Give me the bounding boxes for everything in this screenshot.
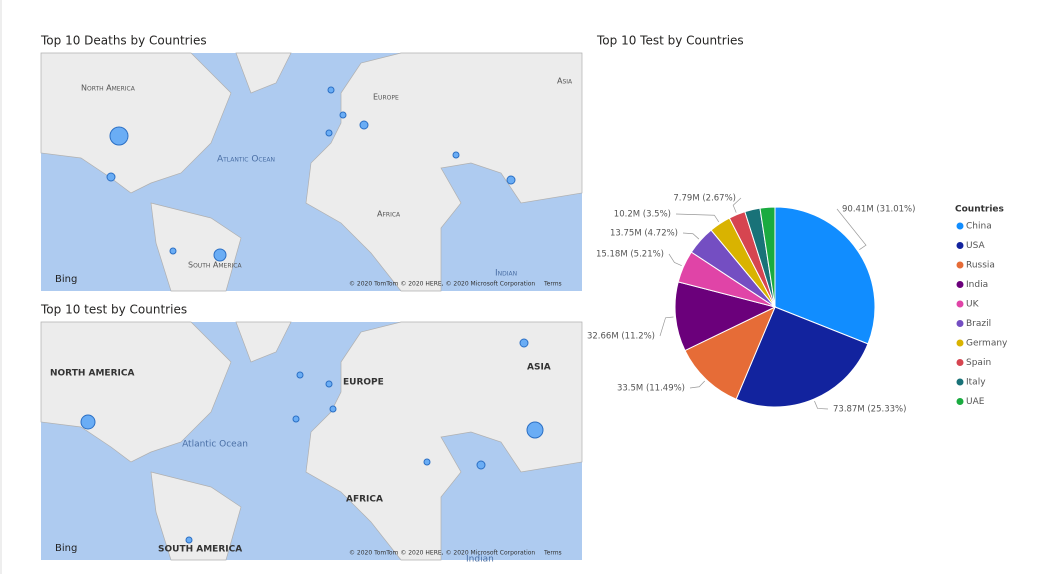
leader-line [689, 380, 706, 389]
map-bubble [325, 129, 333, 137]
map-land [40, 52, 583, 292]
chart-title: Top 10 Test by Countries [596, 34, 744, 48]
map-label: AFRICA [346, 495, 383, 505]
map-title: Top 10 test by Countries [40, 303, 187, 317]
map-copyright: © 2020 TomTom © 2020 HERE, © 2020 Micros… [349, 281, 535, 288]
legend-swatch [956, 378, 964, 386]
legend-label: Brazil [966, 319, 991, 329]
map-label: NORTH AMERICA [50, 369, 134, 379]
map-bubble [359, 120, 369, 130]
map-land [40, 321, 583, 561]
map-label: Europe [373, 93, 399, 102]
legend-swatch [956, 300, 964, 308]
map-label: Asia [557, 77, 573, 86]
map: NORTH AMERICA Atlantic Ocean EUROPE ASIA AFR… [40, 321, 583, 565]
map-bubble [327, 86, 335, 94]
map-brand: Bing [55, 274, 77, 285]
pie-slice [674, 281, 777, 352]
data-label: 32.66M (11.2%) [587, 332, 655, 342]
leader-line [836, 208, 867, 250]
legend-swatch [956, 242, 964, 249]
map-bubble [526, 421, 544, 439]
map-bubble [296, 371, 304, 379]
map-terms: Terms [543, 550, 562, 557]
map-label: Africa [377, 210, 401, 219]
map-bubble [292, 415, 300, 423]
map-bubble [339, 111, 347, 119]
legend-swatch [956, 320, 964, 327]
leader-line [675, 213, 720, 223]
legend-label: USA [966, 241, 985, 251]
map-bubble [80, 414, 96, 430]
map-bubble [423, 458, 431, 466]
leader-line [814, 400, 829, 410]
legend-label: Russia [966, 261, 995, 271]
legend-label: India [966, 280, 988, 290]
leader-line [732, 197, 742, 213]
legend-label: China [966, 222, 992, 232]
map-label: Indian [466, 555, 494, 565]
leader-line [682, 232, 700, 240]
map-bubble [109, 126, 129, 146]
map-label: South America [188, 261, 242, 270]
map-terms: Terms [543, 281, 562, 288]
map-bubble [325, 380, 333, 388]
legend-swatch [956, 261, 964, 269]
legend-label: Italy [966, 378, 986, 388]
map-label: EUROPE [343, 378, 384, 388]
legend-label: UK [966, 300, 980, 310]
legend-swatch [956, 281, 964, 288]
leader-line [668, 253, 682, 266]
data-label: 33.5M (11.49%) [617, 384, 685, 394]
map-bubble [106, 172, 116, 182]
map-bubble [519, 338, 529, 348]
map-bubble [452, 151, 460, 159]
map-bubble [329, 405, 337, 413]
data-label: 10.2M (3.5%) [614, 210, 671, 220]
pie-slice [735, 306, 869, 408]
map-label: Atlantic Ocean [217, 155, 275, 165]
data-label: 15.18M (5.21%) [596, 250, 664, 260]
map-bubble [185, 536, 193, 544]
data-label: 7.79M (2.67%) [673, 194, 736, 204]
map-label: North America [81, 84, 136, 93]
legend-swatch [956, 222, 964, 230]
legend-label: Germany [966, 339, 1008, 349]
pie-slice [774, 206, 876, 345]
map-bubble [169, 247, 177, 255]
map-label: Indian [495, 269, 517, 279]
map-bubble [506, 175, 516, 185]
map-label: Atlantic Ocean [182, 440, 248, 450]
map-brand: Bing [55, 543, 77, 554]
legend-label: UAE [966, 397, 985, 407]
map-label: ASIA [527, 363, 551, 373]
legend-title: Countries [955, 205, 1004, 215]
legend-swatch [956, 359, 964, 366]
data-label: 73.87M (25.33%) [833, 405, 906, 415]
map-bubble [476, 460, 486, 470]
legend-swatch [956, 339, 964, 347]
pie-slice [759, 206, 776, 308]
pie-slice [684, 305, 776, 400]
data-label: 90.41M (31.01%) [842, 205, 915, 215]
leader-line [659, 316, 674, 337]
data-label: 13.75M (4.72%) [610, 229, 678, 239]
map-title: Top 10 Deaths by Countries [40, 34, 207, 48]
map-bubble [213, 248, 227, 262]
legend-swatch [956, 398, 964, 405]
legend-label: Spain [966, 358, 991, 368]
map-label: SOUTH AMERICA [158, 545, 242, 555]
map-copyright: © 2020 TomTom © 2020 HERE, © 2020 Micros… [349, 550, 535, 557]
map: North America Atlantic Ocean Europe Asia Afr… [40, 52, 583, 292]
